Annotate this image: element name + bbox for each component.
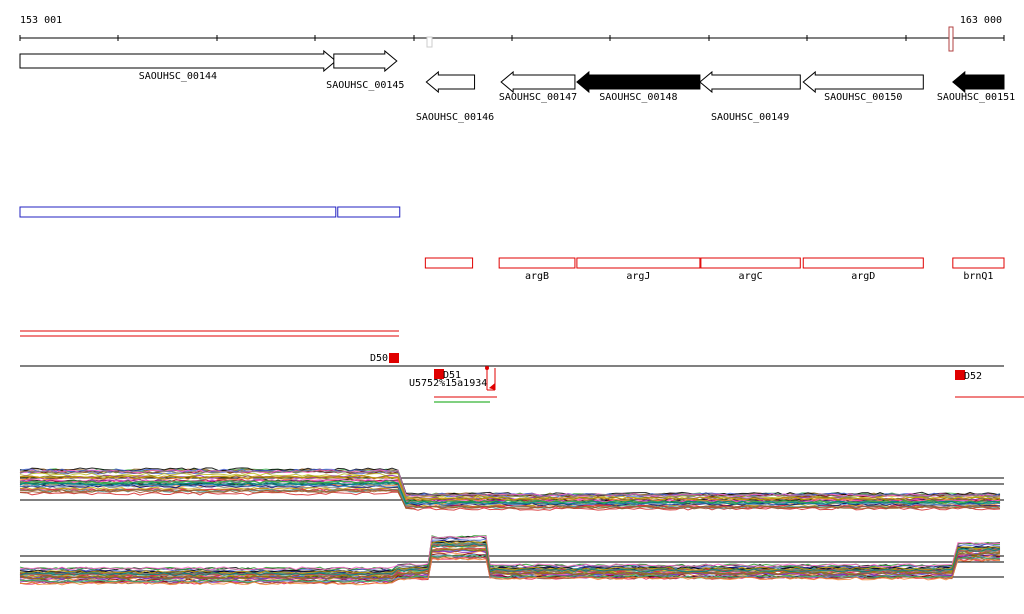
gene-arrow[interactable]	[19, 49, 337, 73]
marker-d51[interactable]	[434, 369, 444, 379]
coord-start-label: 153 001	[20, 15, 62, 26]
red-feature-label: brnQ1	[963, 271, 993, 282]
gene-arrow[interactable]	[576, 70, 701, 94]
gene-label[interactable]: SAOUHSC_00151	[937, 92, 1015, 103]
marker-u57-label: U5752%15a1934	[409, 378, 487, 389]
gene-arrow[interactable]	[425, 70, 476, 94]
gene-label[interactable]: SAOUHSC_00150	[824, 92, 902, 103]
ruler-cursor[interactable]	[948, 26, 954, 52]
marker-d50-label: D50	[370, 353, 388, 364]
marker-d51-label: D51	[443, 370, 461, 381]
red-feature[interactable]	[498, 257, 576, 269]
gene-arrow[interactable]	[500, 70, 576, 94]
coordinate-ruler[interactable]	[19, 26, 1005, 52]
gene-label[interactable]: SAOUHSC_00149	[711, 112, 789, 123]
marker-d52[interactable]	[955, 370, 965, 380]
red-feature-label: argJ	[626, 271, 650, 282]
red-feature[interactable]	[952, 257, 1005, 269]
blue-feature-track	[19, 206, 401, 218]
gene-label[interactable]: SAOUHSC_00146	[416, 112, 494, 123]
gene-label[interactable]: SAOUHSC_00145	[326, 80, 404, 91]
marker-u57-head[interactable]	[485, 366, 489, 370]
coord-end-label: 163 000	[960, 15, 1002, 26]
red-feature[interactable]	[576, 257, 701, 269]
gene-arrow[interactable]	[802, 70, 924, 94]
blue-feature[interactable]	[19, 206, 337, 218]
gene-track: SAOUHSC_00144 SAOUHSC_00145 SAOUHSC_00146 S…	[19, 49, 1015, 123]
expression-track-lower[interactable]	[19, 535, 1004, 586]
gene-label[interactable]: SAOUHSC_00148	[599, 92, 677, 103]
red-feature-label: argB	[525, 271, 549, 282]
red-region-lines	[20, 330, 399, 337]
red-feature-label: argD	[851, 271, 875, 282]
marker-track: D50 D51 U5752%15a1934 D52	[20, 353, 1024, 403]
red-feature-label: argC	[739, 271, 763, 282]
gene-arrow[interactable]	[952, 70, 1005, 94]
marker-d50[interactable]	[389, 353, 399, 363]
red-feature[interactable]	[424, 257, 474, 269]
red-feature[interactable]	[802, 257, 924, 269]
gene-label[interactable]: SAOUHSC_00144	[139, 71, 217, 82]
gene-arrow[interactable]	[333, 49, 398, 73]
expression-track-upper[interactable]	[19, 467, 1004, 511]
red-feature-track: argB argJ argC argD brnQ1	[424, 257, 1005, 282]
marker-d52-label: D52	[964, 371, 982, 382]
gene-arrow[interactable]	[699, 70, 801, 94]
blue-feature[interactable]	[337, 206, 401, 218]
gene-label[interactable]: SAOUHSC_00147	[499, 92, 577, 103]
red-feature[interactable]	[700, 257, 801, 269]
